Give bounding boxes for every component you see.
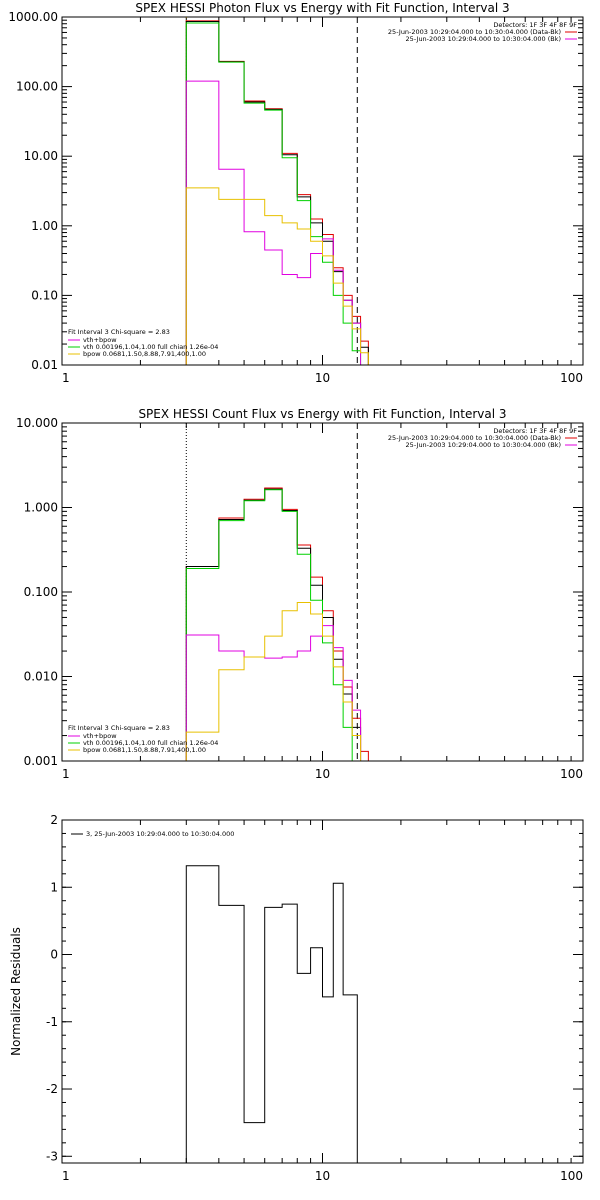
count-legend-header: Fit Interval 3 Chi-square = 2.83 bbox=[68, 724, 170, 732]
photon-series-vth+bpow bbox=[185, 80, 362, 365]
count-series-total bbox=[185, 488, 369, 761]
residuals-legend-label: 3, 25-Jun-2003 10:29:04.000 to 10:30:04.… bbox=[86, 830, 234, 838]
residuals-series-residual bbox=[185, 865, 358, 1163]
photon-chart: SPEX HESSI Photon Flux vs Energy with Fi… bbox=[8, 1, 584, 385]
photon-series-bpow bbox=[185, 187, 369, 365]
photon-y-tick-label: 1000.00 bbox=[8, 10, 58, 24]
photon-y-tick-label: 100.00 bbox=[16, 80, 58, 94]
residuals-y-tick-label: 2 bbox=[50, 813, 58, 827]
photon-info-line: 25-Jun-2003 10:29:04.000 to 10:30:04.000… bbox=[406, 35, 561, 43]
photon-legend: Fit Interval 3 Chi-square = 2.83vth+bpow… bbox=[68, 328, 218, 358]
count-legend-label: vth 0.00196,1.04,1.00 full chian 1.26e-0… bbox=[83, 739, 218, 747]
residuals-y-axis-label: Normalized Residuals bbox=[9, 927, 23, 1056]
photon-legend-label: bpow 0.0681,1.50,8.88,7.91,400,1.00 bbox=[83, 350, 206, 358]
count-y-tick-label: 10.000 bbox=[16, 416, 58, 430]
residuals-y-tick-label: 0 bbox=[50, 948, 58, 962]
count-y-ticks: 0.001 0.010 0.100 1.000 10.000 bbox=[16, 416, 583, 768]
residuals-chart: Normalized Residuals 1 10 100 -3 -2 -1 0 1 2 3, 25… bbox=[9, 813, 584, 1183]
count-info-line: 25-Jun-2003 10:29:04.000 to 10:30:04.000… bbox=[406, 441, 561, 449]
residuals-y-tick-label: -2 bbox=[46, 1082, 58, 1096]
photon-y-tick-label: 0.01 bbox=[31, 358, 58, 372]
photon-info-line: Detectors: 1F 3F 4F 8F 9F bbox=[493, 21, 577, 29]
residuals-x-tick-label: 100 bbox=[560, 1169, 583, 1183]
photon-plot-frame bbox=[61, 16, 584, 366]
count-x-tick-label: 1 bbox=[62, 767, 70, 781]
count-series-vth bbox=[185, 489, 362, 761]
photon-legend-label: vth 0.00196,1.04,1.00 full chian 1.26e-0… bbox=[83, 343, 218, 351]
count-chart: SPEX HESSI Count Flux vs Energy with Fit… bbox=[16, 407, 584, 781]
photon-series-vth bbox=[185, 22, 369, 365]
residuals-x-tick-label: 1 bbox=[62, 1169, 70, 1183]
count-legend-label: bpow 0.0681,1.50,8.88,7.91,400,1.00 bbox=[83, 746, 206, 754]
residuals-series-group bbox=[185, 865, 358, 1163]
count-series-vth+bpow bbox=[185, 625, 362, 761]
count-x-tick-label: 10 bbox=[315, 767, 330, 781]
residuals-legend: 3, 25-Jun-2003 10:29:04.000 to 10:30:04.… bbox=[71, 830, 234, 838]
photon-y-tick-label: 1.00 bbox=[31, 219, 58, 233]
photon-y-tick-label: 10.00 bbox=[24, 149, 58, 163]
photon-y-ticks: 0.01 0.10 1.00 10.00 100.00 1000.00 bbox=[8, 10, 583, 372]
count-info-line: 25-Jun-2003 10:29:04.000 to 10:30:04.000… bbox=[388, 434, 561, 442]
count-series-group bbox=[185, 487, 369, 761]
count-legend-label: vth+bpow bbox=[83, 732, 117, 740]
residuals-y-tick-label: -1 bbox=[46, 1015, 58, 1029]
photon-series-total bbox=[185, 21, 369, 365]
photon-x-tick-label: 100 bbox=[560, 371, 583, 385]
count-y-tick-label: 0.100 bbox=[24, 585, 58, 599]
photon-series-observed bbox=[185, 20, 369, 365]
count-series-bpow bbox=[185, 602, 369, 761]
count-chart-title: SPEX HESSI Count Flux vs Energy with Fit… bbox=[138, 407, 506, 421]
count-legend: Fit Interval 3 Chi-square = 2.83vth+bpow… bbox=[68, 724, 218, 754]
photon-y-tick-label: 0.10 bbox=[31, 288, 58, 302]
photon-series-group bbox=[185, 20, 369, 365]
residuals-y-tick-label: -3 bbox=[46, 1149, 58, 1163]
photon-legend-header: Fit Interval 3 Chi-square = 2.83 bbox=[68, 328, 170, 336]
photon-x-tick-label: 1 bbox=[62, 371, 70, 385]
residuals-x-ticks: 1 10 100 bbox=[61, 820, 584, 1183]
residuals-y-tick-label: 1 bbox=[50, 880, 58, 894]
photon-legend-label: vth+bpow bbox=[83, 336, 117, 344]
count-series-observed bbox=[185, 487, 369, 761]
residuals-y-ticks: -3 -2 -1 0 1 2 bbox=[46, 813, 583, 1163]
count-info-line: Detectors: 1F 3F 4F 8F 9F bbox=[493, 427, 577, 435]
count-y-tick-label: 1.000 bbox=[24, 501, 58, 515]
photon-info-line: 25-Jun-2003 10:29:04.000 to 10:30:04.000… bbox=[388, 28, 561, 36]
count-y-tick-label: 0.010 bbox=[24, 670, 58, 684]
photon-chart-title: SPEX HESSI Photon Flux vs Energy with Fi… bbox=[135, 1, 509, 15]
residuals-plot-frame bbox=[61, 819, 584, 1164]
count-y-tick-label: 0.001 bbox=[24, 754, 58, 768]
count-x-tick-label: 100 bbox=[560, 767, 583, 781]
count-plot-frame bbox=[61, 422, 584, 762]
photon-x-tick-label: 10 bbox=[315, 371, 330, 385]
residuals-x-tick-label: 10 bbox=[315, 1169, 330, 1183]
